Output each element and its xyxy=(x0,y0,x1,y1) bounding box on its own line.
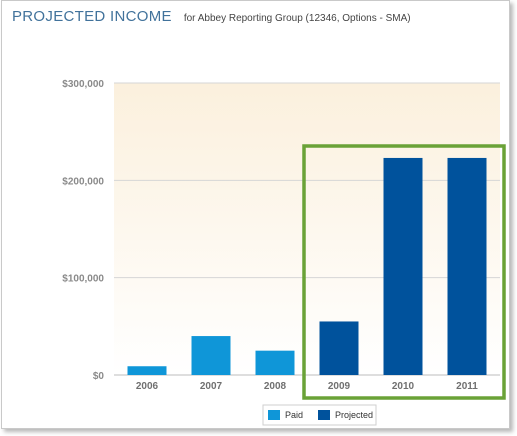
x-tick-label: 2007 xyxy=(200,381,223,392)
y-tick-label: $100,000 xyxy=(62,274,104,285)
bar-projected-2010 xyxy=(383,157,423,375)
bar-projected-2011 xyxy=(447,157,487,375)
legend-swatch-projected xyxy=(318,410,330,420)
legend-label-paid: Paid xyxy=(285,410,303,420)
plot-area xyxy=(114,83,500,375)
x-tick-label: 2011 xyxy=(456,381,478,392)
x-tick-label: 2009 xyxy=(328,381,351,392)
panel-subtitle: for Abbey Reporting Group (12346, Option… xyxy=(183,13,411,24)
highlight-box xyxy=(302,144,506,400)
bar-paid-2007 xyxy=(191,336,231,375)
panel-title: PROJECTED INCOME xyxy=(12,8,172,25)
x-tick-label: 2008 xyxy=(264,381,287,392)
y-tick-label: $300,000 xyxy=(62,79,104,90)
legend-label-projected: Projected xyxy=(335,410,373,420)
y-tick-label: $200,000 xyxy=(62,176,104,187)
y-tick-label: $0 xyxy=(93,371,105,382)
x-tick-label: 2010 xyxy=(392,381,415,392)
legend-swatch-paid xyxy=(268,410,280,420)
panel-header: PROJECTED INCOME for Abbey Reporting Grou… xyxy=(12,8,411,26)
bar-paid-2006 xyxy=(127,366,167,375)
bar-projected-2009 xyxy=(319,321,359,375)
x-tick-label: 2006 xyxy=(136,381,159,392)
bar-paid-2008 xyxy=(255,350,295,375)
